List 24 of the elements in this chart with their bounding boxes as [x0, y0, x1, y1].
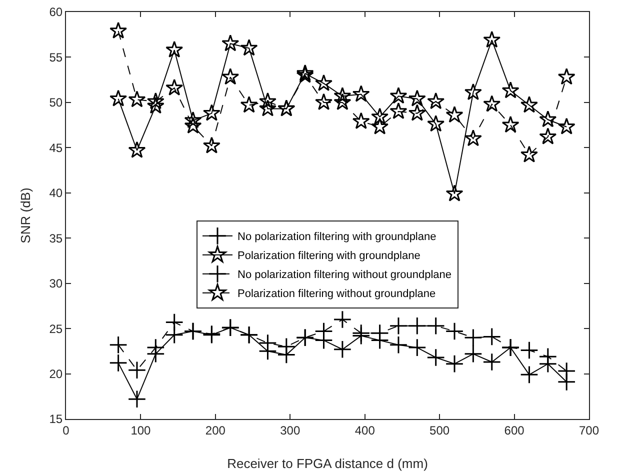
y-tick-label: 20 [49, 366, 63, 381]
x-tick-label: 100 [130, 423, 152, 438]
x-tick-label: 700 [578, 423, 600, 438]
legend-label: Polarization filtering without groundplane [238, 288, 436, 300]
y-tick-label: 40 [49, 186, 63, 200]
y-tick-label: 60 [49, 5, 63, 20]
x-tick-label: 300 [280, 423, 300, 438]
x-tick-label: 200 [205, 423, 226, 438]
legend-label: No polarization filtering with groundplane [238, 231, 436, 244]
x-tick-label: 600 [504, 423, 525, 438]
legend-label: Polarization filtering with groundplane [238, 250, 420, 262]
y-axis-title: SNR (dB) [18, 188, 33, 244]
x-axis-title: Receiver to FPGA distance d (mm) [227, 456, 428, 471]
y-tick-label: 15 [49, 412, 63, 426]
x-tick-label: 400 [354, 423, 376, 438]
y-tick-label: 35 [49, 231, 63, 246]
y-tick-label: 50 [49, 96, 63, 110]
y-tick-label: 45 [49, 140, 63, 155]
x-tick-label: 0 [62, 423, 70, 438]
y-tick-label: 30 [49, 276, 63, 291]
y-tick-label: 25 [49, 322, 63, 336]
x-tick-label: 500 [430, 423, 450, 438]
y-tick-label: 55 [49, 50, 63, 64]
legend-label: No polarization filtering without groundplane [238, 269, 452, 282]
